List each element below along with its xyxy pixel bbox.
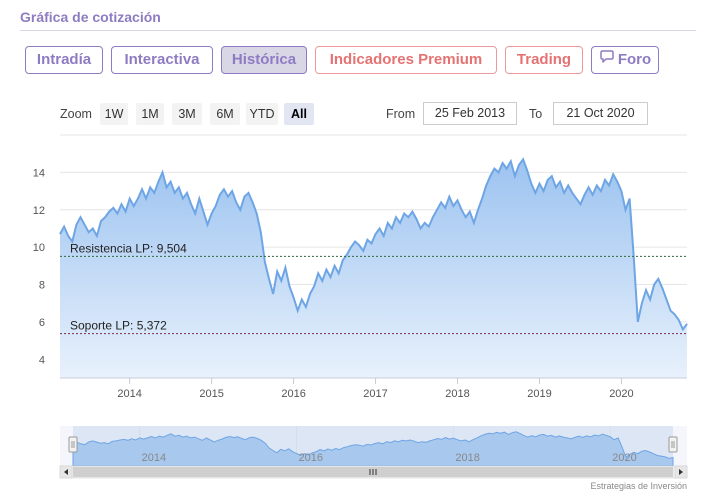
tab-indicadores-premium[interactable]: Indicadores Premium <box>315 46 497 74</box>
navigator-right-handle[interactable] <box>668 436 678 453</box>
to-date-input[interactable]: 21 Oct 2020 <box>553 102 648 125</box>
tab-label: Interactiva <box>124 51 200 68</box>
navigator[interactable]: 2014 2016 2018 2020 <box>0 420 707 480</box>
zoom-1w-button[interactable]: 1W <box>100 103 128 125</box>
tab-foro[interactable]: Foro <box>591 46 659 74</box>
tab-label: Intradía <box>36 51 92 68</box>
x-tick-label: 2018 <box>445 388 469 400</box>
navigator-tick-label: 2018 <box>455 452 479 464</box>
x-tick-label: 2020 <box>609 388 633 400</box>
navigator-tick-label: 2014 <box>142 452 166 464</box>
zoom-6m-button[interactable]: 6M <box>210 103 240 125</box>
x-tick-label: 2016 <box>281 388 305 400</box>
scroll-left-arrow-icon <box>64 469 68 475</box>
support-label: Soporte LP: 5,372 <box>70 319 167 333</box>
tab-label: Histórica <box>231 51 297 68</box>
tab-interactiva[interactable]: Interactiva <box>111 46 213 74</box>
y-tick-label: 14 <box>33 167 45 179</box>
navigator-tick-label: 2020 <box>612 452 636 464</box>
credits[interactable]: Estrategias de Inversión <box>590 481 687 491</box>
navigator-tick-label: 2016 <box>299 452 323 464</box>
from-label: From <box>386 107 416 121</box>
resistance-label: Resistencia LP: 9,504 <box>70 241 187 255</box>
from-date-input[interactable]: 25 Feb 2013 <box>423 102 517 125</box>
zoom-3m-button[interactable]: 3M <box>172 103 202 125</box>
tab-label: Indicadores Premium <box>329 51 483 68</box>
zoom-ytd-button[interactable]: YTD <box>246 103 278 125</box>
scrollbar[interactable] <box>59 465 688 479</box>
title-divider <box>20 30 696 31</box>
y-tick-label: 4 <box>39 354 45 366</box>
scroll-right-arrow-icon <box>679 469 683 475</box>
navigator-series <box>72 431 674 467</box>
y-tick-label: 8 <box>39 280 45 292</box>
chat-bubble-icon <box>599 47 615 73</box>
tab-historica[interactable]: Histórica <box>221 46 307 74</box>
x-tick-label: 2019 <box>527 388 551 400</box>
tab-label: Foro <box>617 51 652 68</box>
page-title: Gráfica de cotización <box>20 9 161 25</box>
y-tick-label: 12 <box>33 205 45 217</box>
tab-intradia[interactable]: Intradía <box>25 46 103 74</box>
y-tick-label: 10 <box>33 242 45 254</box>
grip-lines-icon <box>369 469 377 475</box>
x-tick-label: 2017 <box>363 388 387 400</box>
x-tick-label: 2014 <box>117 388 141 400</box>
zoom-label: Zoom <box>60 107 92 121</box>
zoom-all-button[interactable]: All <box>284 103 314 125</box>
price-area <box>60 159 687 378</box>
x-tick-label: 2015 <box>199 388 223 400</box>
y-tick-label: 6 <box>39 317 45 329</box>
price-line <box>59 157 688 332</box>
tab-label: Trading <box>516 51 572 68</box>
navigator-left-handle[interactable] <box>68 436 78 453</box>
to-label: To <box>529 107 543 121</box>
zoom-1m-button[interactable]: 1M <box>136 103 164 125</box>
tab-trading[interactable]: Trading <box>505 46 583 74</box>
